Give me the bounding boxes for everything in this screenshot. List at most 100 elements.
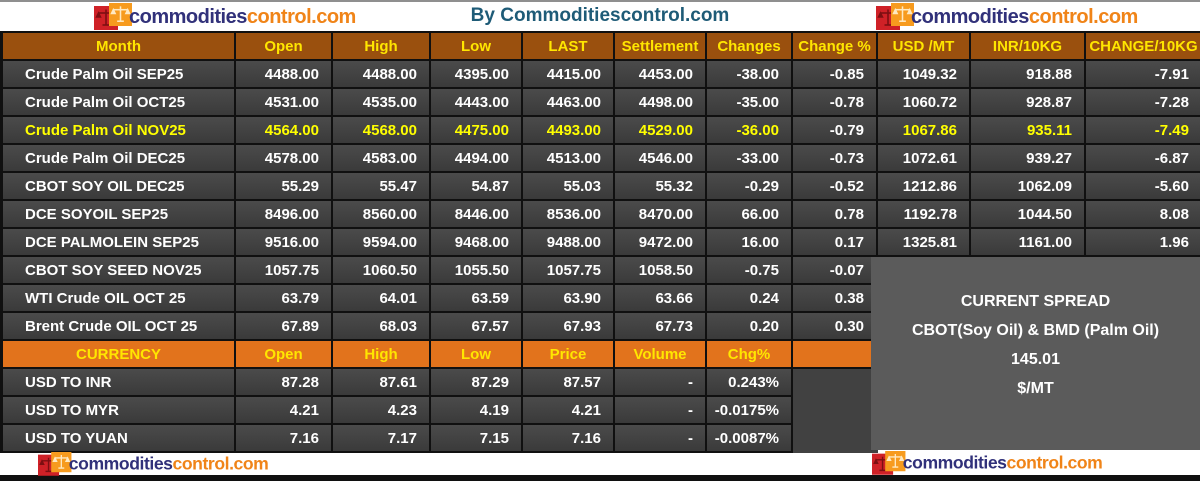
value-cell: 9516.00 [236,229,333,257]
brand-logo-bottom-right[interactable]: commoditiescontrol.com [872,451,1103,476]
value-cell: - [615,369,707,397]
value-cell: 68.03 [333,313,431,341]
value-cell: 67.57 [431,313,523,341]
value-cell: 9488.00 [523,229,615,257]
value-cell: 4498.00 [615,89,707,117]
value-cell: 54.87 [431,173,523,201]
value-cell: 87.57 [523,369,615,397]
brand-logo-bottom-left[interactable]: commoditiescontrol.com [38,452,269,477]
value-cell: 7.17 [333,425,431,453]
column-header-2: High [333,33,431,61]
value-cell: 4568.00 [333,117,431,145]
month-cell: DCE SOYOIL SEP25 [3,201,236,229]
value-cell: 9594.00 [333,229,431,257]
brand-logo-top-left[interactable]: commoditiescontrol.com [94,3,356,31]
spread-instruments: CBOT(Soy Oil) & BMD (Palm Oil) [911,322,1160,339]
value-cell: 8560.00 [333,201,431,229]
table-row: Crude Palm Oil NOV25 4564.00 4568.00 4475.0… [3,117,1200,145]
table-row: Crude Palm Oil SEP25 4488.00 4488.00 4395.0… [3,61,1200,89]
value-cell: 67.93 [523,313,615,341]
value-cell: 55.29 [236,173,333,201]
value-cell: 1067.86 [878,117,971,145]
value-cell: 4.21 [236,397,333,425]
value-cell: -7.91 [1086,61,1200,89]
orange-scale-square [51,452,72,473]
value-cell: -0.0087% [707,425,793,453]
column-header-9: INR/10KG [971,33,1086,61]
currency-column-header-2: High [333,341,431,369]
value-cell: 66.00 [707,201,793,229]
table-row: CBOT SOY OIL DEC25 55.29 55.47 54.87 55.03 55… [3,173,1200,201]
orange-scale-square [109,3,132,26]
column-header-4: LAST [523,33,615,61]
currency-column-header-6: Chg% [707,341,793,369]
brand-name-commodities: commodities [902,453,1007,473]
value-cell: 8470.00 [615,201,707,229]
currency-column-header-5: Volume [615,341,707,369]
brand-name: commoditiescontrol.com [69,454,269,474]
value-cell: -0.52 [793,173,878,201]
column-header-10: CHANGE/10KG [1086,33,1200,61]
value-cell: 63.59 [431,285,523,313]
table-row: Brent Crude OIL OCT 25 67.89 68.03 67.57 67.… [3,313,1200,341]
column-header-0: Month [3,33,236,61]
value-cell: 87.61 [333,369,431,397]
brand-logo-top-right[interactable]: commoditiescontrol.com [876,3,1138,31]
column-header-1: Open [236,33,333,61]
value-cell: 1192.78 [878,201,971,229]
value-cell: 8.08 [1086,201,1200,229]
value-cell: 8536.00 [523,201,615,229]
value-cell: 63.66 [615,285,707,313]
value-cell: -0.78 [793,89,878,117]
value-cell: 4.19 [431,397,523,425]
currency-name-cell: USD TO MYR [3,397,236,425]
value-cell: 1044.50 [971,201,1086,229]
filler-cell [793,425,878,453]
brand-name-commodities: commodities [129,5,247,28]
value-cell: 4578.00 [236,145,333,173]
value-cell: 4564.00 [236,117,333,145]
page-title: By Commoditiescontrol.com [470,5,730,26]
value-cell: 4583.00 [333,145,431,173]
value-cell: 4493.00 [523,117,615,145]
month-cell: CBOT SOY SEED NOV25 [3,257,236,285]
spread-panel-title: CURRENT SPREAD [960,293,1111,310]
value-cell: -0.85 [793,61,878,89]
month-cell: Brent Crude OIL OCT 25 [3,313,236,341]
month-cell: CBOT SOY OIL DEC25 [3,173,236,201]
value-cell: -0.07 [793,257,878,285]
value-cell: -33.00 [707,145,793,173]
table-row: CBOT SOY SEED NOV25 1057.75 1060.50 1055.50… [3,257,1200,285]
month-cell: DCE PALMOLEIN SEP25 [3,229,236,257]
filler-cell [793,397,878,425]
month-cell: Crude Palm Oil DEC25 [3,145,236,173]
value-cell: 1057.75 [236,257,333,285]
currency-name-cell: USD TO INR [3,369,236,397]
currency-row: USD TO YUAN 7.16 7.17 7.15 7.16- -0.0087% [3,425,1200,453]
value-cell: 9472.00 [615,229,707,257]
value-cell: 4531.00 [236,89,333,117]
value-cell: 7.16 [236,425,333,453]
value-cell: 4546.00 [615,145,707,173]
value-cell: - [615,425,707,453]
value-cell: -35.00 [707,89,793,117]
spread-value: 145.01 [1011,351,1060,368]
value-cell: 0.20 [707,313,793,341]
table-row: Crude Palm Oil DEC25 4578.00 4583.00 4494.0… [3,145,1200,173]
value-cell: 0.78 [793,201,878,229]
value-cell: 1060.72 [878,89,971,117]
value-cell: - [615,397,707,425]
value-cell: 4535.00 [333,89,431,117]
currency-column-header-3: Low [431,341,523,369]
value-cell: -0.29 [707,173,793,201]
value-cell: 1049.32 [878,61,971,89]
value-cell: 64.01 [333,285,431,313]
quotes-table-body: Month Open High Low LAST Settlement Changes Cha… [3,33,1200,453]
value-cell: 4443.00 [431,89,523,117]
value-cell: 1072.61 [878,145,971,173]
value-cell: 4475.00 [431,117,523,145]
value-cell: -0.73 [793,145,878,173]
table-row: DCE PALMOLEIN SEP25 9516.00 9594.00 9468.00… [3,229,1200,257]
value-cell: 0.17 [793,229,878,257]
